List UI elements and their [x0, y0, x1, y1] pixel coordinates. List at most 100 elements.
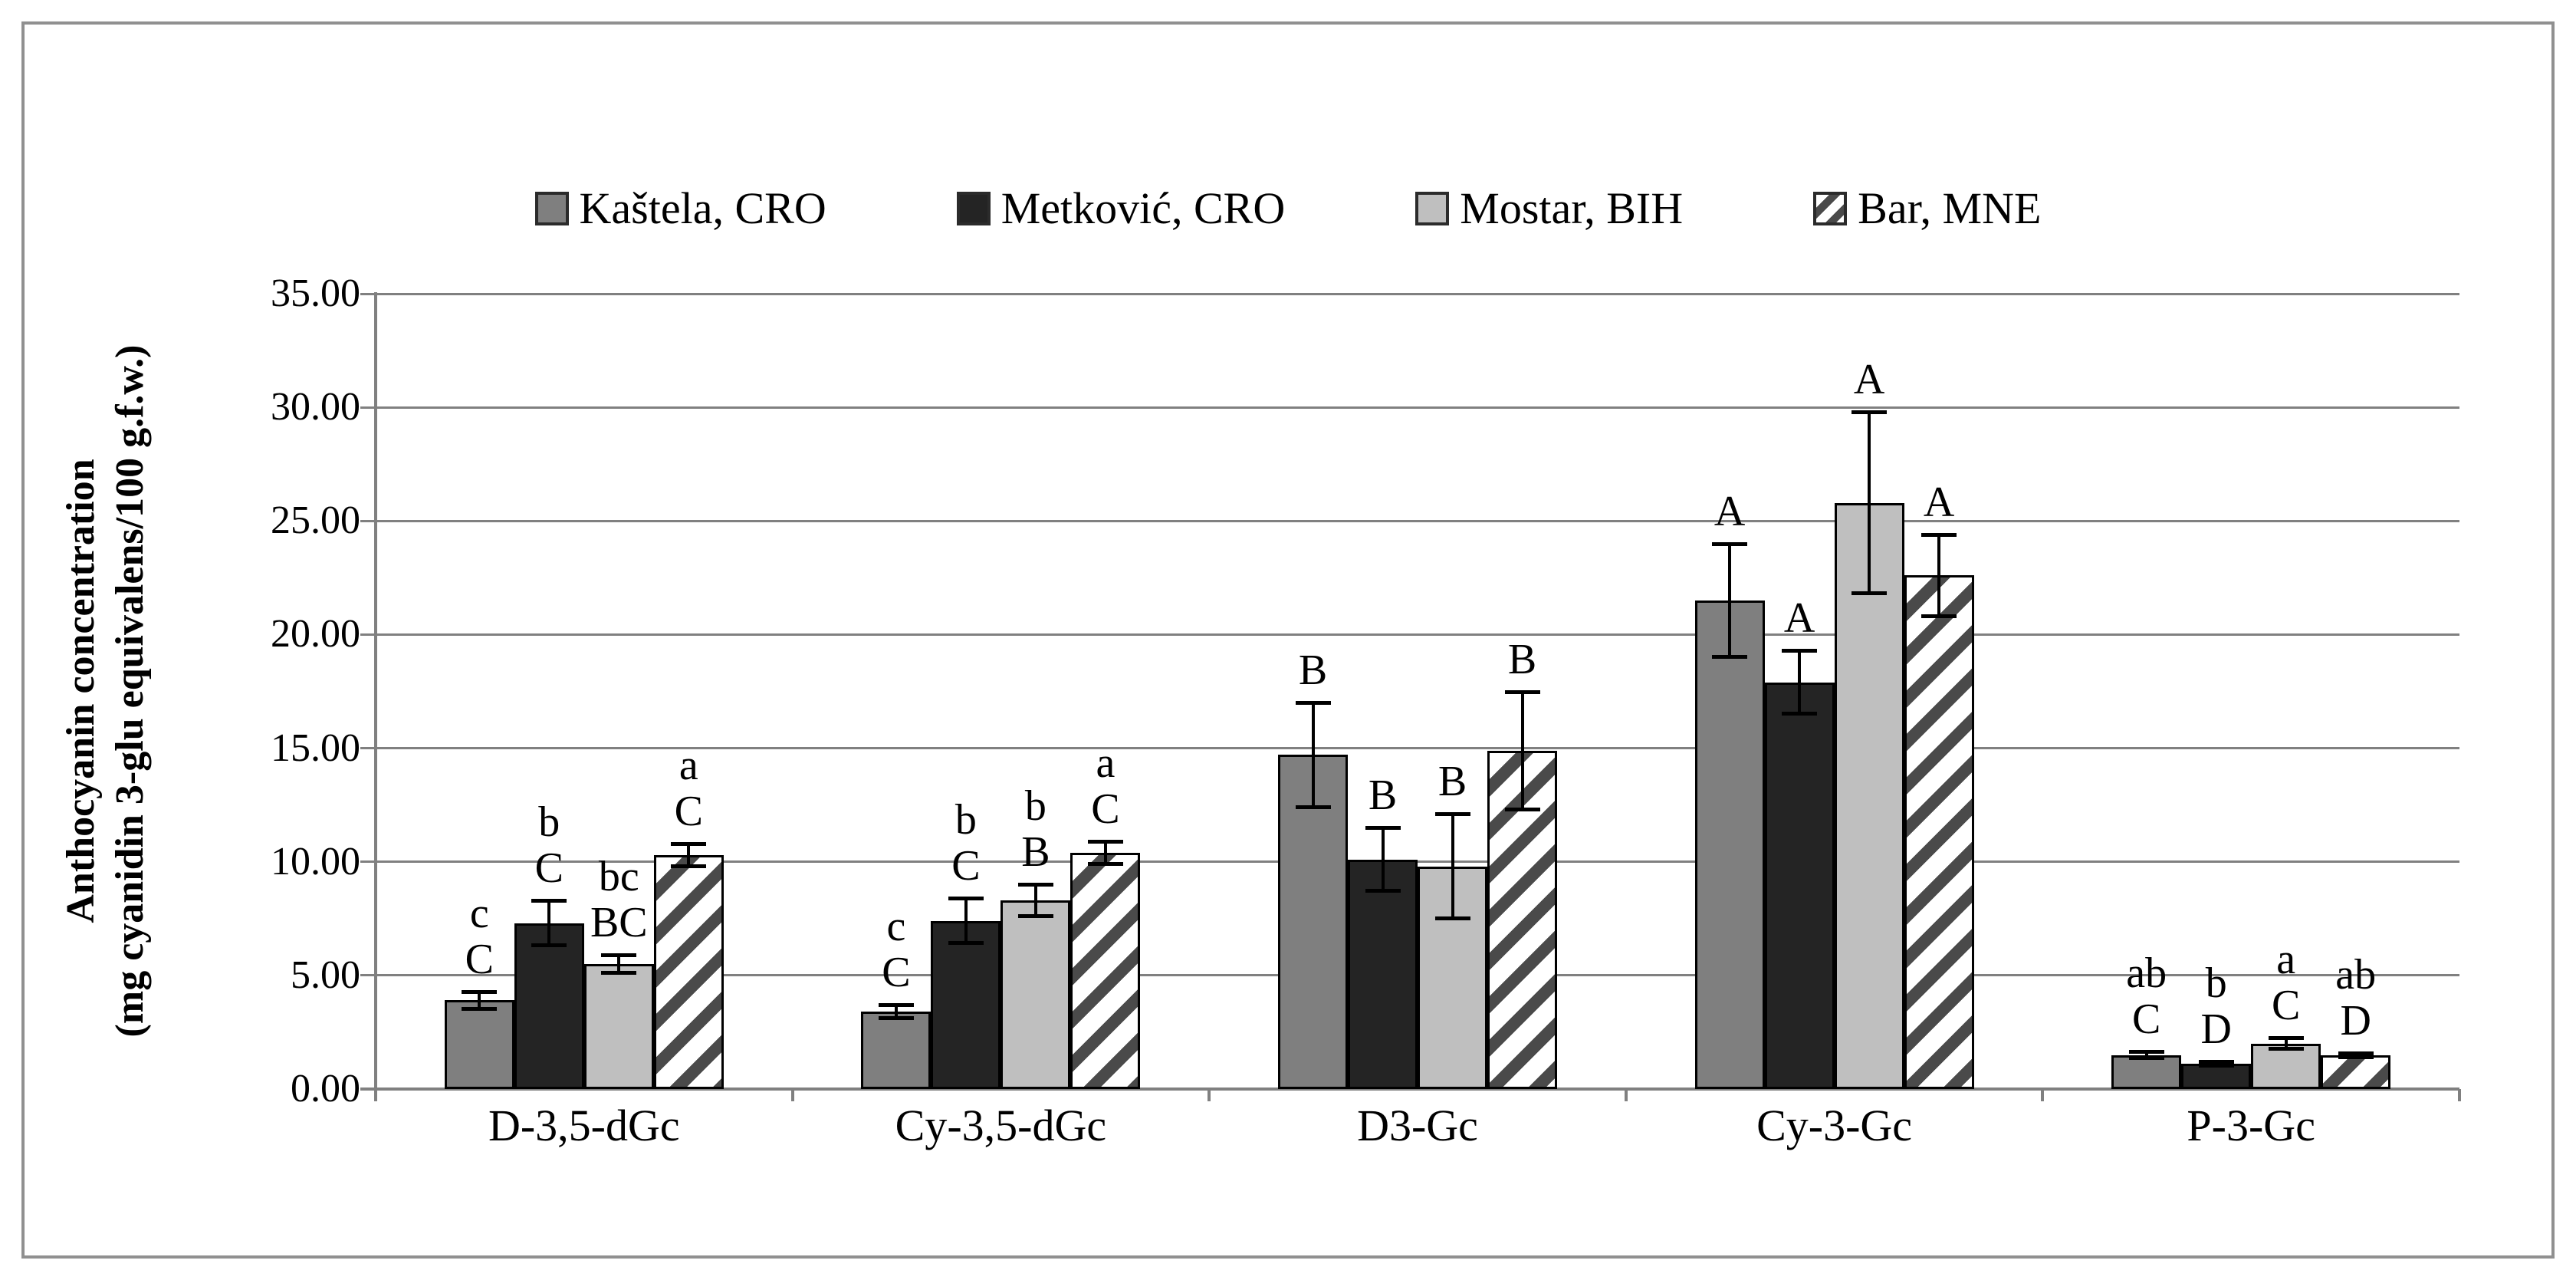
- y-axis-labels: 0.00 5.00 10.00 15.00 20.00 25.00 30.00 35.00: [176, 272, 360, 1111]
- error-bar: [1451, 814, 1454, 919]
- significance-letter-line: b: [538, 798, 560, 847]
- error-bar-cap-bottom: [2268, 1047, 2304, 1051]
- significance-letters: bc BC: [534, 854, 703, 946]
- error-bar-cap-bottom: [462, 1007, 498, 1012]
- significance-letter-line: bc: [598, 853, 639, 901]
- error-bar-cap-bottom: [1087, 861, 1123, 866]
- bar-Cy-3,5-dGc-Kaštela, CRO: [861, 1012, 932, 1089]
- significance-letter-line: a: [2276, 936, 2296, 984]
- error-bar-cap-bottom: [1504, 807, 1540, 811]
- error-bar-cap-bottom: [878, 1016, 914, 1021]
- significance-letter-line: A: [1853, 356, 1885, 404]
- bar-Cy-3-Gc-Metković, CRO: [1764, 682, 1835, 1089]
- significance-letter-line: A: [1923, 479, 1955, 527]
- significance-letter-line: B: [1368, 772, 1398, 820]
- error-bar: [1311, 703, 1315, 808]
- legend-swatch: [1415, 192, 1450, 225]
- y-axis-line: [374, 292, 377, 1101]
- error-bar-cap-top: [1365, 826, 1401, 831]
- y-tick-label: 15.00: [271, 726, 360, 770]
- error-bar: [1381, 828, 1385, 892]
- significance-letter-line: ab: [2335, 950, 2377, 999]
- legend-swatch: [534, 192, 569, 225]
- significance-letter-line: C: [1091, 785, 1120, 834]
- error-bar-cap-top: [1434, 812, 1470, 817]
- figure-border: [21, 21, 2555, 1259]
- significance-letters: B: [1299, 772, 1467, 818]
- significance-letter-line: a: [1096, 739, 1116, 788]
- x-axis-tick: [1208, 1089, 1211, 1101]
- error-bar-cap-top: [531, 899, 567, 903]
- error-bar: [2144, 1051, 2148, 1058]
- bar-Cy-3-Gc-Bar, MNE: [1904, 575, 1974, 1089]
- error-bar: [2284, 1038, 2288, 1050]
- significance-letter-line: c: [886, 903, 906, 951]
- x-axis-tick: [374, 1089, 377, 1101]
- bar-Cy-3,5-dGc-Bar, MNE: [1070, 852, 1141, 1089]
- significance-letter-line: C: [2132, 995, 2161, 1044]
- error-bar-cap-bottom: [601, 970, 637, 975]
- significance-letter-line: D: [2340, 996, 2371, 1045]
- gridline: [360, 747, 2459, 750]
- x-category-label: Cy-3,5-dGc: [895, 1101, 1107, 1150]
- error-bar: [1033, 884, 1037, 916]
- error-bar-cap-top: [1782, 649, 1818, 653]
- legend-item: Bar, MNE: [1813, 186, 2041, 231]
- error-bar-cap-bottom: [1712, 655, 1748, 660]
- y-tick-label: 25.00: [271, 499, 360, 543]
- error-bar-cap-bottom: [1017, 913, 1053, 918]
- significance-letter-line: C: [882, 949, 911, 997]
- significance-letter-line: b: [955, 796, 977, 844]
- legend-label: Kaštela, CRO: [579, 183, 826, 233]
- bar-P-3-Gc-Bar, MNE: [2321, 1055, 2391, 1089]
- bar-Cy-3-Gc-Mostar, BIH: [1834, 502, 1904, 1089]
- x-axis-tick: [1624, 1089, 1628, 1101]
- bar-D-3,5-dGc-Bar, MNE: [653, 854, 724, 1089]
- bar-P-3-Gc-Kaštela, CRO: [2111, 1055, 2182, 1089]
- x-axis-tick: [2041, 1089, 2045, 1101]
- error-bar-cap-bottom: [1365, 889, 1401, 893]
- y-axis-title-line2: (mg cyanidin 3-glu equivalens/100 g.f.w.…: [108, 344, 152, 1038]
- significance-letter-line: ab: [2126, 949, 2167, 998]
- y-tick-label: 0.00: [291, 1067, 360, 1111]
- x-axis-tick: [2458, 1089, 2461, 1101]
- error-bar: [964, 898, 968, 944]
- error-bar: [687, 844, 691, 867]
- y-axis-title: Anthocyanin concentration (mg cyanidin 3…: [57, 345, 155, 1038]
- error-bar-cap-bottom: [1782, 712, 1818, 716]
- error-bar: [1520, 691, 1524, 810]
- legend-label: Metković, CRO: [1001, 183, 1286, 233]
- significance-letters: B: [1438, 637, 1607, 683]
- significance-letters: ab D: [2272, 952, 2440, 1044]
- y-axis-title-line1: Anthocyanin concentration: [59, 459, 103, 923]
- x-category-label: D-3,5-dGc: [488, 1101, 680, 1150]
- error-bar-cap-top: [2268, 1036, 2304, 1041]
- x-category-label: D3-Gc: [1357, 1101, 1478, 1150]
- error-bar-cap-bottom: [1434, 916, 1470, 920]
- error-bar: [1103, 841, 1107, 864]
- error-bar: [547, 900, 551, 946]
- error-bar-cap-top: [1712, 541, 1748, 546]
- significance-letter-line: C: [2272, 982, 2301, 1030]
- error-bar-cap-top: [601, 953, 637, 958]
- significance-letter-line: D: [2200, 1005, 2232, 1054]
- error-bar: [894, 1005, 898, 1019]
- gridline: [360, 519, 2459, 522]
- significance-letters: A: [1785, 357, 1953, 403]
- significance-letter-line: b: [1024, 782, 1046, 831]
- significance-letters: A: [1855, 479, 2023, 525]
- error-bar-cap-top: [2198, 1060, 2234, 1064]
- x-category-label: Cy-3-Gc: [1756, 1101, 1913, 1150]
- error-bar-cap-bottom: [1295, 805, 1331, 809]
- y-tick-label: 20.00: [271, 612, 360, 656]
- error-bar-cap-top: [2128, 1050, 2164, 1055]
- gridline: [360, 406, 2459, 409]
- significance-letters: B: [1368, 758, 1537, 805]
- x-category-label: P-3-Gc: [2187, 1101, 2315, 1150]
